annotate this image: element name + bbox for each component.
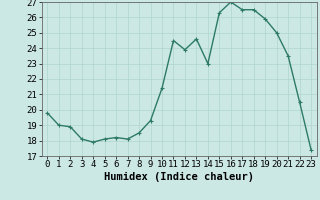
X-axis label: Humidex (Indice chaleur): Humidex (Indice chaleur): [104, 172, 254, 182]
